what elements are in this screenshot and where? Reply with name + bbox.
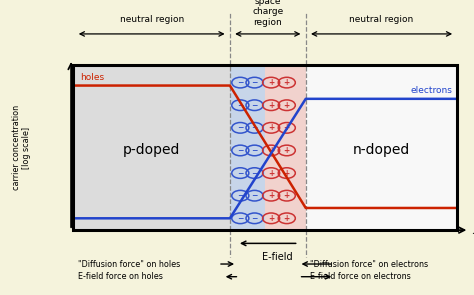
Text: E-field: E-field bbox=[262, 252, 292, 262]
Text: −: − bbox=[237, 214, 244, 223]
Bar bbox=[73, 65, 457, 230]
Text: −: − bbox=[237, 123, 244, 132]
Text: "Diffusion force" on electrons: "Diffusion force" on electrons bbox=[310, 260, 428, 268]
Text: neutral region: neutral region bbox=[349, 14, 414, 24]
Text: +: + bbox=[283, 191, 290, 200]
Text: +: + bbox=[283, 123, 290, 132]
Bar bbox=[265, 65, 306, 230]
Text: carrier concentration
[log scale]: carrier concentration [log scale] bbox=[12, 105, 31, 190]
Text: E-field force on electrons: E-field force on electrons bbox=[310, 272, 411, 281]
Text: p-doped: p-doped bbox=[123, 143, 181, 158]
Text: −: − bbox=[251, 146, 258, 155]
Text: −: − bbox=[237, 78, 244, 87]
Text: x: x bbox=[473, 224, 474, 237]
Text: −: − bbox=[237, 191, 244, 200]
Text: +: + bbox=[268, 168, 274, 178]
Text: +: + bbox=[268, 101, 274, 110]
Text: n-doped: n-doped bbox=[353, 143, 410, 158]
Text: −: − bbox=[251, 168, 258, 178]
Text: +: + bbox=[268, 123, 274, 132]
Text: neutral region: neutral region bbox=[119, 14, 184, 24]
Text: +: + bbox=[283, 101, 290, 110]
Text: space
charge
region: space charge region bbox=[252, 0, 283, 27]
Text: −: − bbox=[237, 101, 244, 110]
Text: +: + bbox=[268, 191, 274, 200]
Text: −: − bbox=[251, 191, 258, 200]
Text: +: + bbox=[283, 214, 290, 223]
Text: +: + bbox=[283, 78, 290, 87]
Text: E-field force on holes: E-field force on holes bbox=[78, 272, 163, 281]
Text: +: + bbox=[268, 214, 274, 223]
Text: electrons: electrons bbox=[411, 86, 453, 95]
Text: −: − bbox=[251, 101, 258, 110]
Bar bbox=[73, 65, 230, 230]
Text: −: − bbox=[251, 214, 258, 223]
Text: +: + bbox=[268, 78, 274, 87]
Text: −: − bbox=[251, 78, 258, 87]
Text: −: − bbox=[237, 168, 244, 178]
Text: +: + bbox=[283, 168, 290, 178]
Bar bbox=[230, 65, 265, 230]
Text: "Diffusion force" on holes: "Diffusion force" on holes bbox=[78, 260, 181, 268]
Bar bbox=[306, 65, 457, 230]
Text: −: − bbox=[251, 123, 258, 132]
Text: holes: holes bbox=[81, 73, 105, 82]
Text: +: + bbox=[283, 146, 290, 155]
Text: +: + bbox=[268, 146, 274, 155]
Text: −: − bbox=[237, 146, 244, 155]
